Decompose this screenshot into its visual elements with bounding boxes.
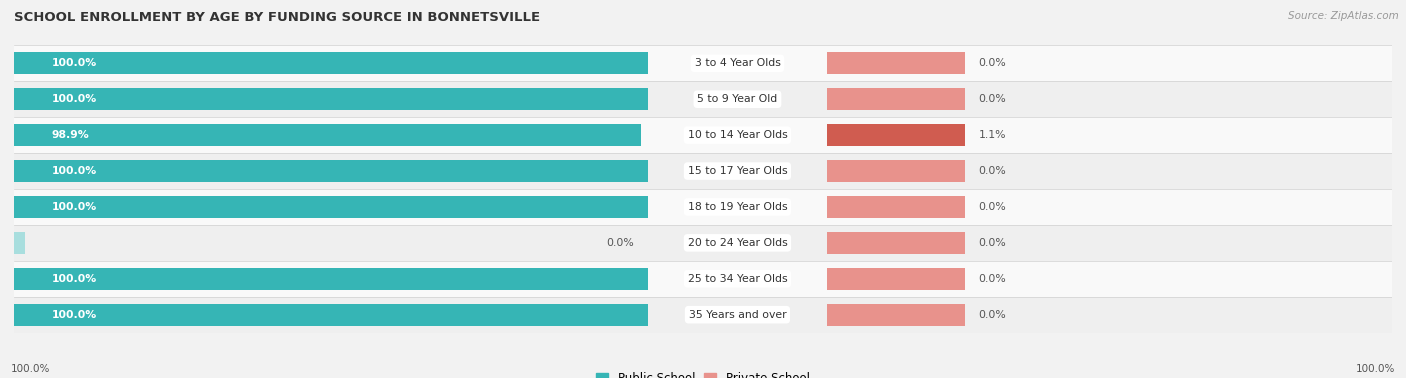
Text: 10 to 14 Year Olds: 10 to 14 Year Olds: [688, 130, 787, 140]
Bar: [14, 232, 25, 254]
Text: 0.0%: 0.0%: [979, 58, 1007, 68]
Text: 35 Years and over: 35 Years and over: [689, 310, 786, 320]
Bar: [827, 160, 965, 182]
Bar: [14, 189, 1392, 225]
Text: SCHOOL ENROLLMENT BY AGE BY FUNDING SOURCE IN BONNETSVILLE: SCHOOL ENROLLMENT BY AGE BY FUNDING SOUR…: [14, 11, 540, 24]
Text: 20 to 24 Year Olds: 20 to 24 Year Olds: [688, 238, 787, 248]
Text: 3 to 4 Year Olds: 3 to 4 Year Olds: [695, 58, 780, 68]
Bar: [14, 268, 648, 290]
Bar: [14, 297, 1392, 333]
Bar: [14, 52, 648, 74]
Text: 18 to 19 Year Olds: 18 to 19 Year Olds: [688, 202, 787, 212]
Text: 25 to 34 Year Olds: 25 to 34 Year Olds: [688, 274, 787, 284]
Bar: [14, 45, 1392, 81]
Bar: [14, 117, 1392, 153]
Bar: [14, 124, 641, 146]
Text: 100.0%: 100.0%: [52, 58, 97, 68]
Text: 0.0%: 0.0%: [979, 166, 1007, 176]
Bar: [14, 304, 648, 326]
Bar: [827, 268, 965, 290]
Text: 100.0%: 100.0%: [52, 94, 97, 104]
Text: 1.1%: 1.1%: [979, 130, 1007, 140]
Bar: [827, 304, 965, 326]
Bar: [14, 88, 648, 110]
Bar: [14, 81, 1392, 117]
Bar: [827, 232, 965, 254]
Text: 98.9%: 98.9%: [52, 130, 90, 140]
Bar: [827, 88, 965, 110]
Text: 0.0%: 0.0%: [606, 238, 634, 248]
Text: 15 to 17 Year Olds: 15 to 17 Year Olds: [688, 166, 787, 176]
Bar: [14, 261, 1392, 297]
Bar: [827, 124, 965, 146]
Text: 100.0%: 100.0%: [52, 310, 97, 320]
Text: 0.0%: 0.0%: [979, 238, 1007, 248]
Text: 0.0%: 0.0%: [979, 94, 1007, 104]
Text: Source: ZipAtlas.com: Source: ZipAtlas.com: [1288, 11, 1399, 21]
Text: 100.0%: 100.0%: [11, 364, 51, 374]
Text: 0.0%: 0.0%: [979, 202, 1007, 212]
Text: 100.0%: 100.0%: [1355, 364, 1395, 374]
Legend: Public School, Private School: Public School, Private School: [592, 367, 814, 378]
Text: 0.0%: 0.0%: [979, 274, 1007, 284]
Bar: [14, 225, 1392, 261]
Bar: [827, 52, 965, 74]
Text: 100.0%: 100.0%: [52, 166, 97, 176]
Text: 100.0%: 100.0%: [52, 274, 97, 284]
Text: 100.0%: 100.0%: [52, 202, 97, 212]
Text: 5 to 9 Year Old: 5 to 9 Year Old: [697, 94, 778, 104]
Bar: [14, 160, 648, 182]
Text: 0.0%: 0.0%: [979, 310, 1007, 320]
Bar: [14, 153, 1392, 189]
Bar: [14, 196, 648, 218]
Bar: [827, 196, 965, 218]
